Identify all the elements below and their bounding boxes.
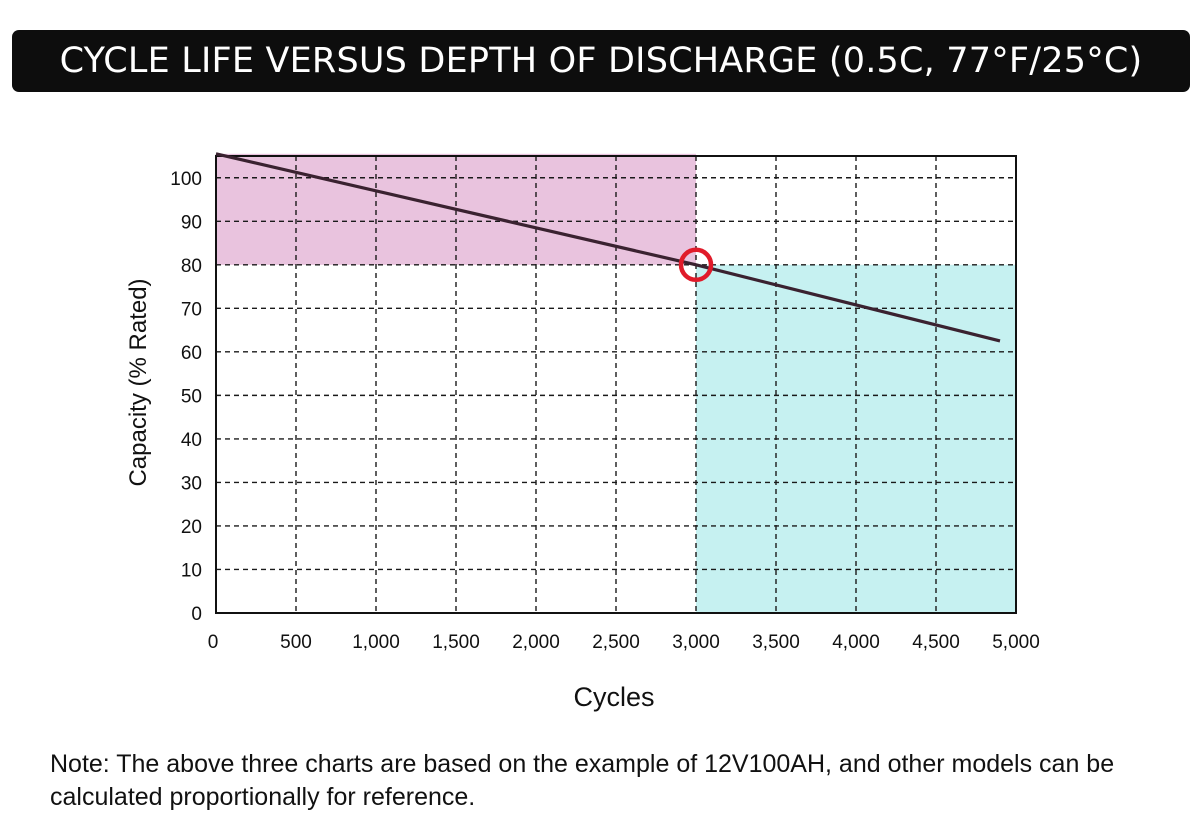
- y-axis-title: Capacity (% Rated): [125, 278, 152, 486]
- y-tick-label: 100: [170, 169, 202, 190]
- x-tick-label: 500: [280, 632, 312, 653]
- y-tick-label: 20: [181, 517, 202, 538]
- x-tick-label: 1,500: [432, 632, 480, 653]
- y-tick-label: 40: [181, 430, 202, 451]
- x-tick-label: 0: [208, 632, 219, 653]
- capacity-line: [215, 152, 1001, 343]
- highlight-marker-circle: [678, 247, 714, 283]
- footnote: Note: The above three charts are based o…: [50, 750, 1115, 811]
- x-tick-label: 1,000: [352, 632, 400, 653]
- y-tick-label: 0: [191, 604, 202, 625]
- plot-frame: [215, 155, 1017, 614]
- y-tick-label: 90: [181, 212, 202, 233]
- y-tick-label: 10: [181, 560, 202, 581]
- x-axis-title: Cycles: [573, 682, 654, 712]
- chart-title-bar: CYCLE LIFE VERSUS DEPTH OF DISCHARGE (0.…: [12, 30, 1190, 92]
- y-tick-label: 50: [181, 386, 202, 407]
- cycle-life-chart: 0 10 20 30 40 50 60 70 80 90 100 0 500 1,000 1,500 2,00…: [125, 152, 1040, 712]
- y-tick-label: 70: [181, 299, 202, 320]
- x-tick-label: 4,000: [832, 632, 880, 653]
- x-tick-label: 5,000: [992, 632, 1040, 653]
- chart-title: CYCLE LIFE VERSUS DEPTH OF DISCHARGE (0.…: [59, 41, 1143, 81]
- x-tick-label: 2,500: [592, 632, 640, 653]
- x-tick-label: 2,000: [512, 632, 560, 653]
- y-tick-label: 60: [181, 343, 202, 364]
- y-tick-label: 30: [181, 473, 202, 494]
- x-tick-label: 4,500: [912, 632, 960, 653]
- x-tick-label: 3,500: [752, 632, 800, 653]
- x-tick-label: 3,000: [672, 632, 720, 653]
- y-tick-label: 80: [181, 256, 202, 277]
